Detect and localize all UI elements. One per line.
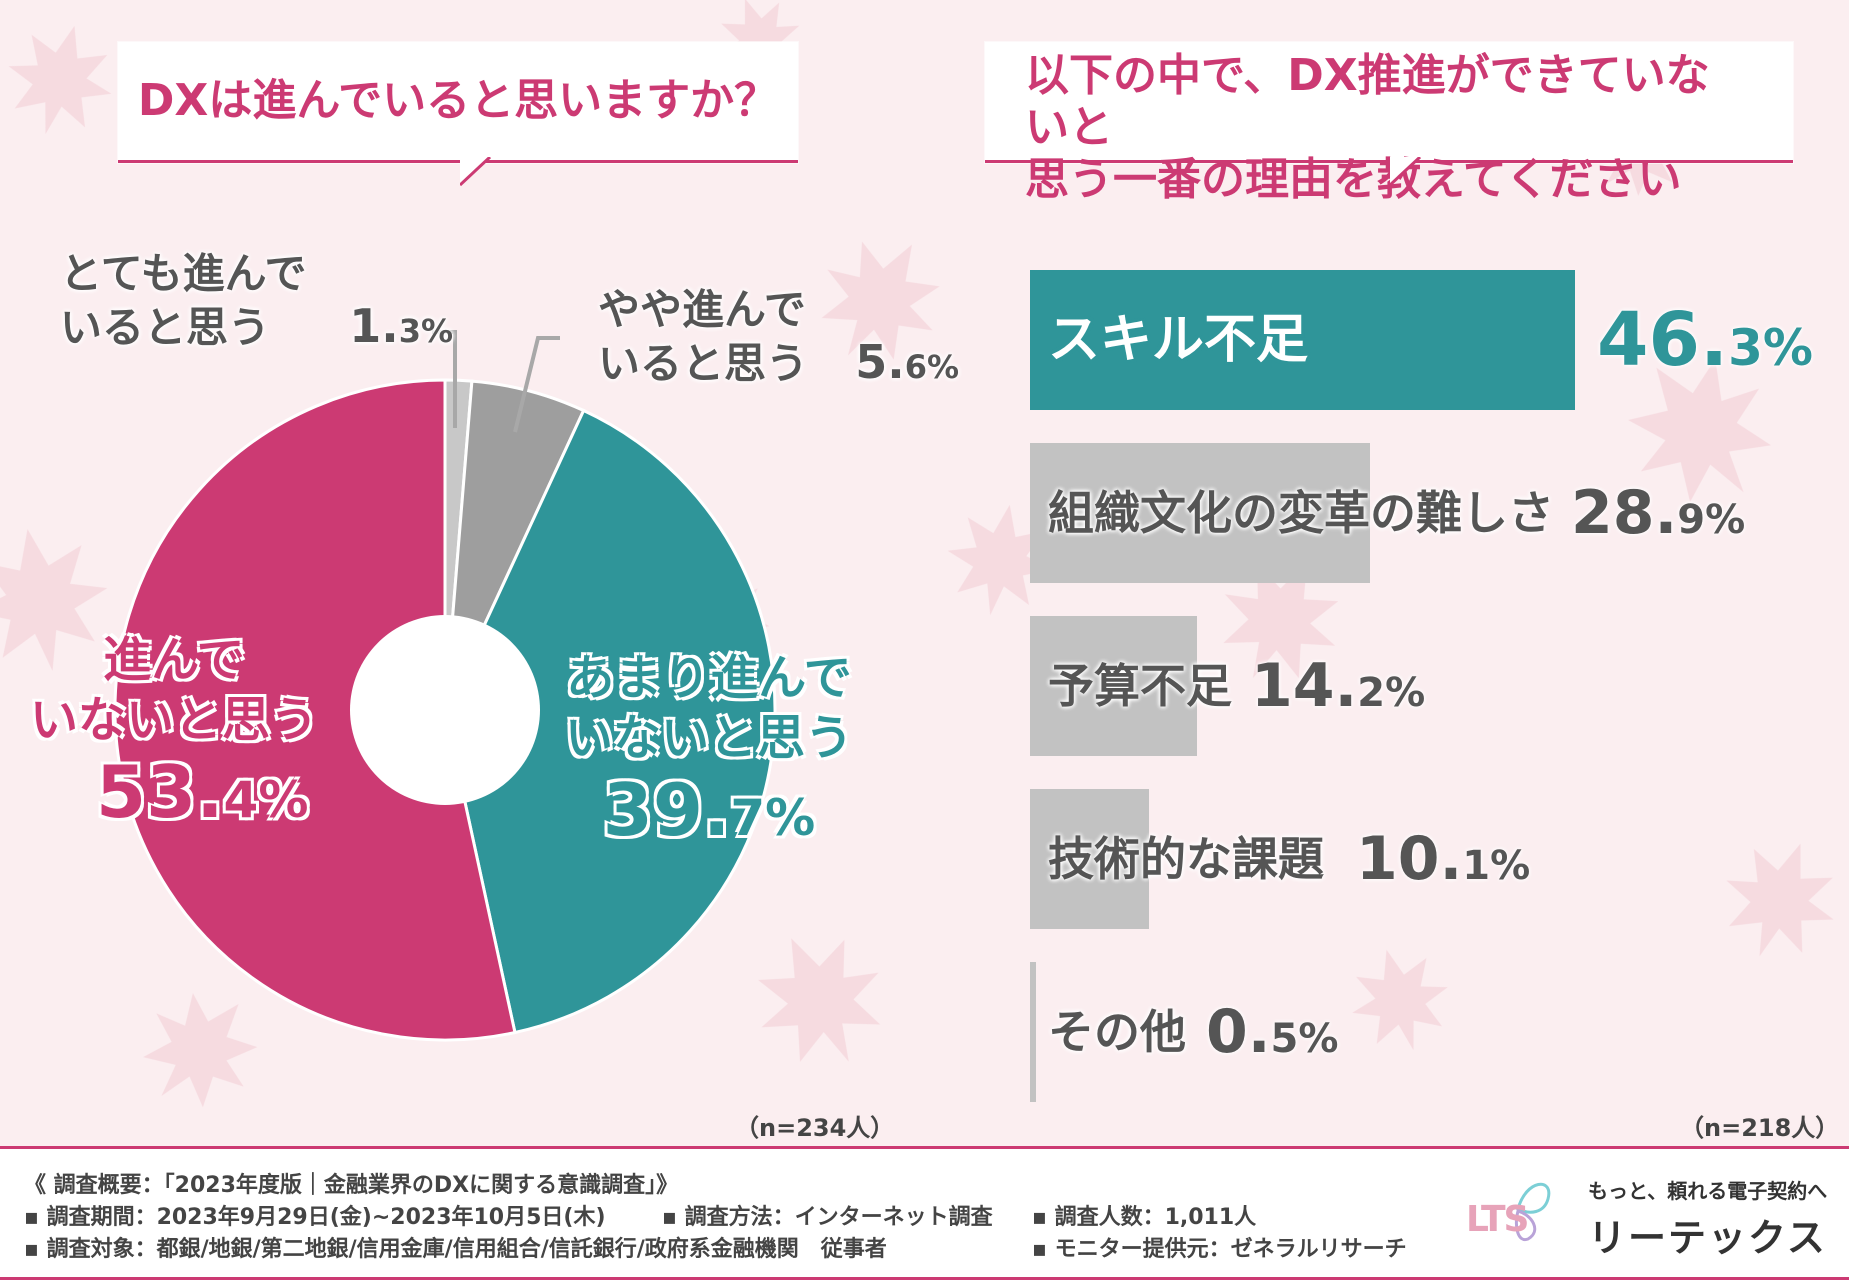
label-not-pct-int: 53.: [96, 750, 224, 834]
survey-method: ▪ 調査方法：インターネット調査: [662, 1205, 993, 1230]
right-sample-size: （n=218人）: [1680, 1114, 1840, 1142]
label-not-much-pct: 39.7%: [565, 768, 853, 860]
label-not-line2: いないと思う: [30, 692, 319, 748]
bar-value-dec: 2%: [1357, 670, 1426, 716]
right-question-box: 以下の中で、DX推進ができていないと 思う一番の理由を教えてください: [985, 42, 1793, 205]
bar-fill: [1030, 789, 1149, 929]
bar-value-int: 0.: [1206, 997, 1271, 1067]
left-title-pointer: [460, 157, 492, 187]
bar-value-int: 10.: [1356, 824, 1463, 894]
bar-value-label: 14.2%: [1251, 616, 1425, 756]
pie-slice-not-much: [443, 408, 777, 1035]
leader-line-somewhat: [513, 336, 560, 433]
bar-value-dec: 9%: [1677, 497, 1746, 543]
bar-value-int: 14.: [1251, 651, 1358, 721]
donut-chart: [113, 330, 777, 1042]
left-question-box: DXは進んでいると思いますか？: [118, 42, 798, 163]
bar-value-dec: 5%: [1270, 1016, 1339, 1062]
bar-category-label: 予算不足: [1048, 659, 1232, 713]
bar-category-label: 技術的な課題: [1048, 832, 1324, 886]
bar-category-label: スキル不足: [1048, 310, 1309, 370]
brand-tagline: もっと、頼れる電子契約へ: [1588, 1179, 1828, 1203]
label-somewhat-text: いると思う: [598, 339, 809, 388]
bar-value-dec: 3%: [1728, 319, 1813, 377]
right-question-title: 以下の中で、DX推進ができていないと 思う一番の理由を教えてください: [1025, 50, 1710, 205]
left-question-title: DXは進んでいると思いますか？: [137, 75, 779, 126]
survey-count: ▪ 調査人数：1,011人: [1032, 1205, 1257, 1230]
right-title-pointer: [1390, 157, 1422, 187]
label-not-line1: 進んで: [103, 632, 245, 688]
bar-fill: [1030, 616, 1198, 756]
label-not-much-line1: あまり進んで: [566, 650, 852, 706]
bar-value-label: 46.3%: [1597, 270, 1813, 410]
label-very-progressing: とても進んで いると思う 1.3%: [60, 248, 453, 357]
label-somewhat-line2: いると思う 5.6%: [598, 336, 959, 393]
bar-value-dec: 1%: [1462, 843, 1531, 889]
label-not-much-line2: いないと思う: [565, 710, 854, 766]
brand-logo-mark: LTS: [1466, 1169, 1556, 1249]
survey-period: ▪ 調査期間：2023年9月29日(金)~2023年10月5日(木): [24, 1205, 606, 1230]
bar-fill: [1030, 962, 1036, 1102]
label-somewhat-line1: やや進んで: [598, 285, 806, 334]
label-very-line1: とても進んで: [60, 249, 307, 298]
brand-logo-text: LTS: [1466, 1199, 1529, 1240]
label-not-pct: 53.4%: [30, 750, 318, 842]
bar-category-label: 組織文化の変革の難しさ: [1048, 486, 1554, 540]
leader-line-very: [432, 330, 457, 428]
left-sample-size: （n=234人）: [735, 1114, 895, 1142]
label-not-much-pct-int: 39.: [602, 768, 731, 852]
bar-category-label: その他: [1048, 1005, 1186, 1059]
survey-monitor: ▪ モニター提供元：ゼネラルリサーチ: [1032, 1237, 1407, 1262]
label-not-pct-dec: 4%: [223, 771, 309, 829]
bar-value-int: 46.: [1597, 297, 1729, 383]
label-not-much-progressing: あまり進んで いないと思う 39.7%: [565, 648, 853, 860]
label-somewhat-pct-dec: 6%: [904, 348, 960, 386]
bar-value-label: 28.9%: [1571, 443, 1745, 583]
bar-fill: [1030, 270, 1575, 410]
pie-slice-not: [113, 378, 517, 1042]
label-very-pct-dec: 3%: [398, 312, 454, 350]
bar-value-label: 0.5%: [1206, 962, 1338, 1102]
bar-fill: [1030, 443, 1371, 583]
label-very-line2: いると思う 1.3%: [60, 300, 453, 357]
label-not-much-pct-dec: 7%: [730, 789, 816, 847]
bar-value-label: 10.1%: [1356, 789, 1530, 929]
bar-value-int: 28.: [1571, 478, 1678, 548]
label-very-pct-int: 1.: [349, 299, 399, 353]
survey-overview: 《 調査概要：「2023年度版｜金融業界のDXに関する意識調査」》: [24, 1173, 679, 1198]
label-somewhat-progressing: やや進んで いると思う 5.6%: [598, 284, 959, 393]
butterfly-icon: [1514, 1182, 1551, 1242]
survey-target: ▪ 調査対象：都銀/地銀/第二地銀/信用金庫/信用組合/信託銀行/政府系金融機関…: [24, 1237, 887, 1262]
label-not-progressing: 進んで いないと思う 53.4%: [30, 630, 318, 842]
brand-name: リーテックス: [1588, 1216, 1827, 1260]
label-somewhat-pct-int: 5.: [855, 335, 905, 389]
survey-footer: 《 調査概要：「2023年度版｜金融業界のDXに関する意識調査」》 ▪ 調査期間…: [0, 1146, 1849, 1280]
label-very-text: いると思う: [60, 303, 271, 352]
donut-hole: [350, 615, 540, 805]
